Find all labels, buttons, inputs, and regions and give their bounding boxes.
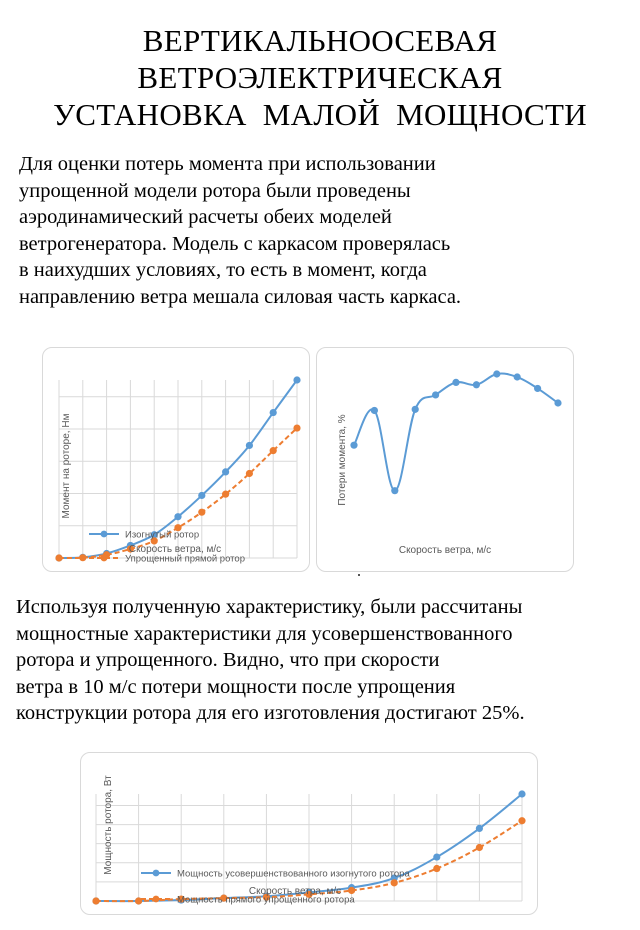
torque-loss-chart-svg: Потери момента, % Скорость ветра, м/с <box>337 370 562 556</box>
y-axis-label: Потери момента, % <box>337 414 348 505</box>
paragraph-line: ветра в 10 м/с потери мощности после упр… <box>16 675 456 698</box>
data-point <box>518 817 526 825</box>
data-point <box>174 513 182 521</box>
data-point <box>370 406 378 415</box>
legend-swatch-marker <box>100 554 108 562</box>
legend-entry: Мощность усовершенствованного изогнутого… <box>177 869 410 880</box>
data-point <box>493 370 501 378</box>
data-point <box>293 424 301 432</box>
data-point <box>391 487 399 495</box>
data-point <box>222 490 230 498</box>
data-point <box>177 895 185 903</box>
legend-swatch-marker <box>152 869 160 877</box>
data-point <box>198 491 206 500</box>
page-title: ВЕРТИКАЛЬНООСЕВАЯ ВЕТРОЭЛЕКТРИЧЕСКАЯ УСТ… <box>0 22 640 133</box>
legend-swatch-marker <box>100 530 108 538</box>
data-point <box>390 879 398 887</box>
data-point <box>135 897 143 905</box>
data-point <box>293 376 301 384</box>
x-axis-label: Скорость ветра, м/с <box>129 544 221 555</box>
data-point <box>433 864 441 873</box>
data-point <box>472 381 480 389</box>
paragraph-line: Используя полученную характеристику, был… <box>16 596 523 618</box>
intro-paragraph: Для оценки потерь момента при использова… <box>19 151 461 310</box>
legend-entry: Изогнутый ротор <box>125 530 199 541</box>
data-point <box>348 886 356 895</box>
torque-loss-chart: Потери момента, % Скорость ветра, м/с <box>316 347 574 572</box>
power-chart: Мощность ротора, Вт Скорость ветра, м/с Мо… <box>80 752 538 915</box>
title-line-2: ВЕТРОЭЛЕКТРИЧЕСКАЯ <box>137 60 503 95</box>
data-point <box>220 894 228 902</box>
data-point <box>554 399 562 407</box>
legend-swatch-marker <box>152 895 160 903</box>
data-point <box>269 447 277 455</box>
data-point <box>245 441 253 450</box>
data-point <box>92 897 100 905</box>
x-axis-label: Скорость ветра, м/с <box>399 545 491 556</box>
series-line <box>353 372 559 492</box>
results-paragraph: Используя полученную характеристику, был… <box>16 594 525 727</box>
paragraph-line: аэродинамический расчеты обеих моделей <box>19 206 392 228</box>
paragraph-line: упрощенной модели ротора были проведены <box>19 179 411 202</box>
legend-entry: Мощность прямого упрощенного ротора <box>177 895 355 906</box>
data-point <box>245 469 253 478</box>
data-point <box>150 531 158 539</box>
torque-chart-svg: Момент на роторе, Нм Скорость ветра, м/с И… <box>55 376 301 565</box>
x-axis-label: Скорость ветра, м/с <box>249 886 341 897</box>
data-point <box>411 405 419 413</box>
data-point <box>174 524 182 532</box>
data-point <box>475 824 483 832</box>
data-point <box>150 537 158 545</box>
stray-dot <box>358 574 360 576</box>
data-point <box>55 554 63 562</box>
data-point <box>534 384 542 393</box>
data-point <box>432 391 440 399</box>
y-axis-label: Мощность ротора, Вт <box>103 775 114 875</box>
data-point <box>350 441 358 449</box>
data-point <box>513 373 521 381</box>
data-point <box>222 468 230 476</box>
data-point <box>198 508 206 516</box>
torque-chart: Момент на роторе, Нм Скорость ветра, м/с И… <box>42 347 310 572</box>
paragraph-line: ветрогенератора. Модель с каркасом прове… <box>19 232 451 255</box>
data-point <box>475 843 483 852</box>
data-point <box>433 853 441 861</box>
data-point <box>262 893 270 901</box>
paragraph-line: ротора и упрощенного. Видно, что при ско… <box>16 649 440 671</box>
data-point <box>518 790 526 798</box>
paragraph-line: направлению ветра мешала силовая часть к… <box>19 285 462 308</box>
data-point <box>126 545 134 553</box>
title-line-1: ВЕРТИКАЛЬНООСЕВАЯ <box>142 23 498 58</box>
data-point <box>305 890 313 898</box>
paragraph-line: конструкции ротора для его изготовления … <box>16 702 525 724</box>
paragraph-line: мощностные характеристики для усовершенс… <box>16 622 513 645</box>
paragraph-line: Для оценки потерь момента при использова… <box>19 153 436 175</box>
y-axis-label: Момент на роторе, Нм <box>61 413 72 518</box>
data-point <box>269 408 277 417</box>
title-line-3: УСТАНОВКА МАЛОЙ МОЩНОСТИ <box>53 97 587 132</box>
paragraph-line: в наихудших условиях, то есть в момент, … <box>19 259 427 281</box>
data-point <box>79 554 87 562</box>
data-point <box>452 378 460 387</box>
legend-entry: Упрощенный прямой ротор <box>125 554 245 565</box>
